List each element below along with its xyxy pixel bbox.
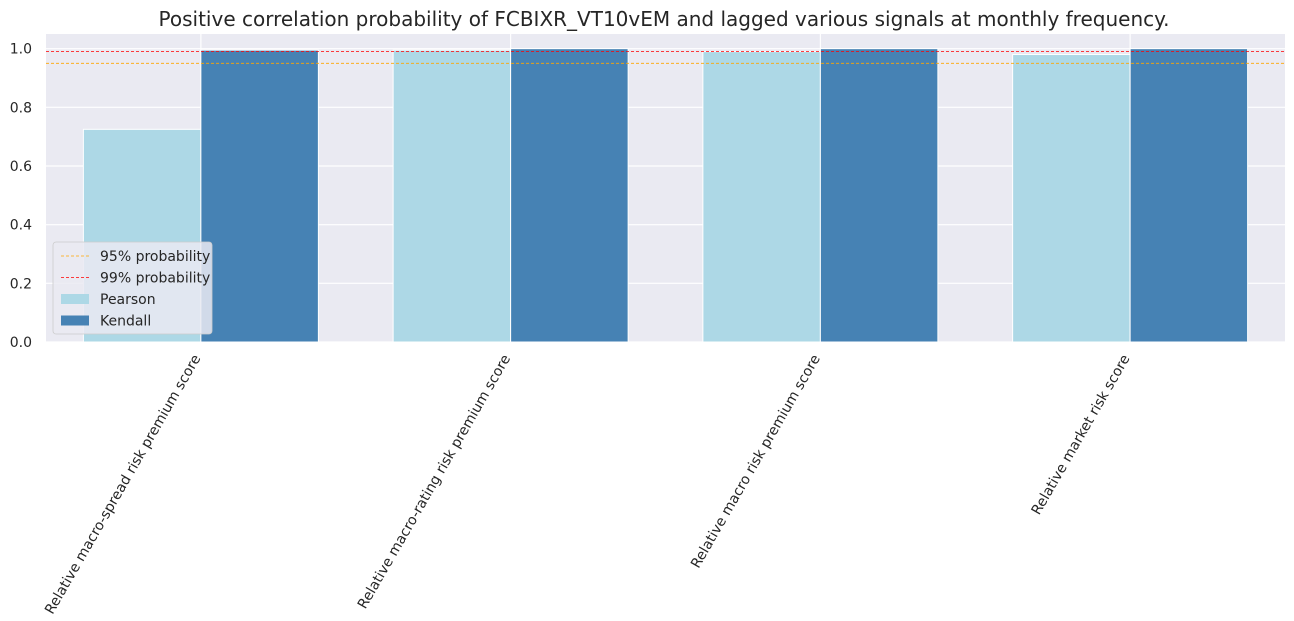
bar-pearson-3 xyxy=(702,51,821,343)
legend-label: 95% probability xyxy=(100,249,210,265)
y-axis: 0.0 0.2 0.4 0.6 0.8 1.0 xyxy=(10,42,32,351)
reference-lines xyxy=(46,51,1285,64)
legend-label: Kendall xyxy=(100,314,151,330)
legend: 95% probability 99% probability Pearson Ken… xyxy=(52,241,213,335)
chart-title: Positive correlation probability of FCBI… xyxy=(159,7,1170,31)
legend-patch-swatch xyxy=(61,315,89,326)
bar-kendall-2 xyxy=(510,48,629,343)
bars xyxy=(82,48,1249,343)
bar-kendall-4 xyxy=(1129,48,1249,343)
legend-box xyxy=(52,241,213,335)
y-tick-label: 0.4 xyxy=(10,218,32,234)
legend-label: Pearson xyxy=(100,292,156,308)
y-tick-label: 0.8 xyxy=(10,100,32,116)
bar-kendall-1 xyxy=(200,49,319,343)
bar-kendall-3 xyxy=(819,48,939,343)
y-tick-label: 1.0 xyxy=(10,42,32,58)
y-tick-label: 0.0 xyxy=(10,335,32,351)
legend-label: 99% probability xyxy=(100,271,210,287)
y-tick-label: 0.2 xyxy=(10,276,32,292)
bar-pearson-4 xyxy=(1012,54,1131,343)
y-tick-label: 0.6 xyxy=(10,159,32,175)
legend-patch-swatch xyxy=(61,294,89,304)
bar-pearson-2 xyxy=(392,49,512,343)
